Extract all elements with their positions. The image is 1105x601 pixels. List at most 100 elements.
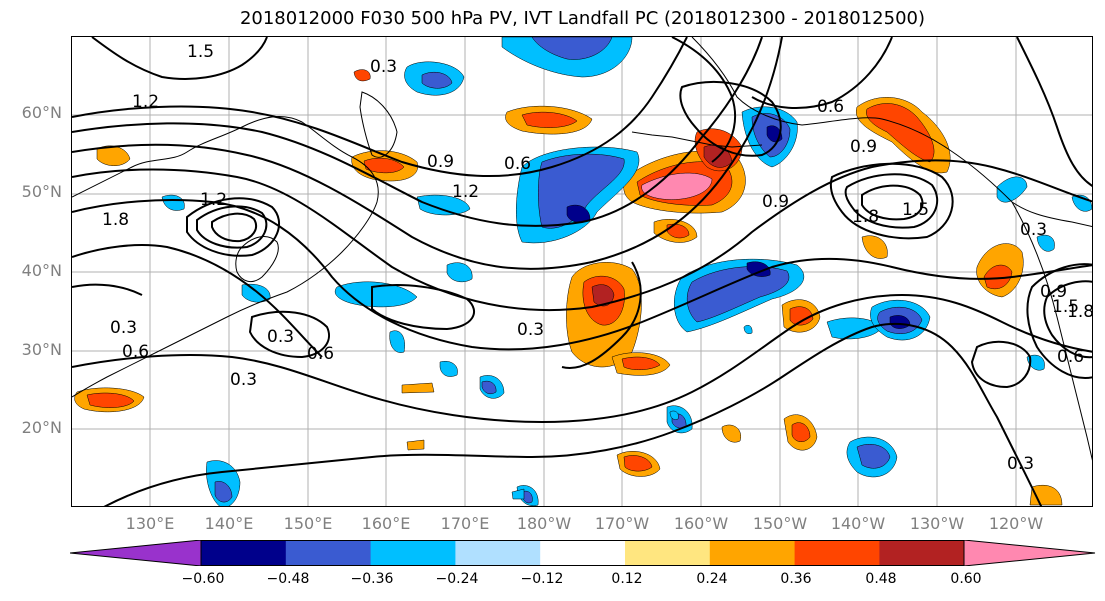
coast-asia (72, 116, 379, 398)
pos-blob-small1 (401, 382, 435, 394)
pos-blob-nw-coast-core (983, 264, 1013, 290)
colorbar-extension-low (70, 540, 201, 566)
neg-blob-dateline-deep (566, 204, 591, 223)
coast-japan (235, 236, 279, 283)
colorbar-tick-label: 0.36 (780, 571, 812, 587)
colorbar-tick-label: 0.48 (865, 571, 897, 587)
pv-contours (72, 37, 1092, 506)
pos-blob-east-pac-core (789, 306, 814, 326)
colorbar-bin (540, 540, 626, 566)
map-canvas: 0.3 1.8 1.2 1.5 1.2 0.9 0.6 1.2 0.9 0.6 … (72, 37, 1093, 506)
lat-label-60n: 60°N (21, 103, 62, 122)
contour-label: 0.3 (517, 320, 544, 340)
coastlines (72, 37, 1092, 461)
contour-label-group: 0.3 1.8 1.2 1.5 1.2 0.9 0.6 1.2 0.9 0.6 … (102, 42, 1093, 474)
neg-blob-subtrop-e-blue (856, 444, 891, 469)
contour-label: 0.9 (850, 137, 877, 157)
contour-label: 0.6 (504, 154, 531, 174)
neg-blob-mid-3 (446, 262, 473, 283)
colorbar-frame (200, 540, 965, 566)
contour-label: 0.6 (122, 342, 149, 362)
pos-blob-alaska-core (866, 103, 935, 163)
colorbar-bin (709, 540, 796, 566)
lat-label-20n: 20°N (21, 418, 62, 437)
pos-blob-sub2-core (623, 455, 653, 472)
colorbar-bin (625, 540, 711, 566)
colorbar (70, 540, 1096, 566)
neg-blob-mid-7 (161, 194, 185, 211)
pos-blob-small3 (721, 424, 742, 443)
lon-label-170e: 170°E (440, 514, 490, 533)
lat-label-30n: 30°N (21, 340, 62, 359)
neg-blob-mid-5 (439, 361, 458, 377)
colorbar-extension-high (964, 540, 1095, 566)
contour-label: 1.5 (187, 42, 214, 62)
contour-label: 0.3 (1020, 220, 1047, 240)
neg-blob-mid-4 (389, 330, 405, 353)
colorbar-tick-label: 0.24 (696, 571, 728, 587)
pos-blob-hawaii (861, 235, 888, 259)
lon-label-140e: 140°E (204, 514, 254, 533)
pos-blob-midnorth-core (521, 111, 578, 128)
lon-label-130w: 130°W (909, 514, 965, 533)
colorbar-bin (201, 540, 287, 566)
pos-blob-west-core (86, 392, 135, 408)
lon-label-150e: 150°E (283, 514, 333, 533)
pos-blob-gulf-pink (641, 172, 713, 200)
neg-blob-bering-blue (531, 37, 613, 60)
neg-blob-okhotsk-core (421, 72, 453, 89)
pos-blob-mid-n-core (666, 223, 690, 239)
neg-blob-ne2 (1036, 234, 1055, 252)
colorbar-tick-label: −0.36 (350, 571, 394, 587)
contour-label: 1.2 (452, 182, 479, 202)
pos-blob-kuroshio-core (363, 157, 405, 174)
pos-blob-small2 (353, 69, 371, 82)
lon-label-180w: 180°W (516, 514, 572, 533)
colorbar-tick-label: −0.24 (435, 571, 479, 587)
contour-label: 0.6 (817, 97, 844, 117)
map-panel: 0.3 1.8 1.2 1.5 1.2 0.9 0.6 1.2 0.9 0.6 … (71, 36, 1093, 507)
contour-label: 0.3 (267, 327, 294, 347)
colorbar-bin (455, 540, 541, 566)
contour-label: 0.3 (230, 370, 257, 390)
contour-label: 0.9 (762, 192, 789, 212)
colorbar-bin (794, 540, 880, 566)
contour-label: 0.9 (1040, 282, 1067, 302)
neg-blob-mid-east-deep (746, 261, 771, 277)
lon-label-160w: 160°W (673, 514, 729, 533)
lat-label-40n: 40°N (21, 261, 62, 280)
pos-blob-ne-japan (96, 145, 131, 166)
contour-label: 0.6 (307, 344, 334, 364)
pos-blob-small4 (406, 439, 425, 451)
contour-label: 1.2 (200, 190, 227, 210)
neg-blob-tiny1 (511, 488, 525, 500)
lat-label-50n: 50°N (21, 182, 62, 201)
colorbar-tick-label: −0.60 (181, 571, 225, 587)
neg-blob-mid-s2 (481, 380, 497, 395)
neg-blob-ne (996, 176, 1028, 203)
colorbar-tick-label: 0.12 (611, 571, 643, 587)
neg-blob-sw-blue (214, 481, 233, 503)
lon-label-150w: 150°W (752, 514, 808, 533)
lon-label-140w: 140°W (830, 514, 886, 533)
colorbar-tick-label: −0.12 (520, 571, 564, 587)
coast-na-west (1011, 201, 1092, 461)
contour-label: 0.3 (1007, 454, 1034, 474)
colorbar-segments (70, 540, 1095, 566)
pos-blob-subtrop-core (791, 422, 811, 442)
neg-blob-mid-2 (416, 194, 471, 216)
map-title: 2018012000 F030 500 hPa PV, IVT Landfall… (239, 8, 926, 29)
colorbar-tick-label: −0.48 (266, 571, 310, 587)
lon-label-120w: 120°W (988, 514, 1044, 533)
contour-label: 1.5 (902, 200, 929, 220)
contour-label: 0.6 (1057, 347, 1084, 367)
contour-label: 1.5 (1052, 297, 1079, 317)
contour-label: 0.3 (370, 57, 397, 77)
neg-blob-mid-8 (669, 410, 679, 420)
colorbar-bin (879, 540, 965, 566)
colorbar-bin (285, 540, 372, 566)
neg-blob-dateline-blue (538, 153, 625, 229)
lon-label-170w: 170°W (594, 514, 650, 533)
contour-label: 1.8 (1067, 302, 1093, 322)
contour-label: 0.3 (110, 318, 137, 338)
